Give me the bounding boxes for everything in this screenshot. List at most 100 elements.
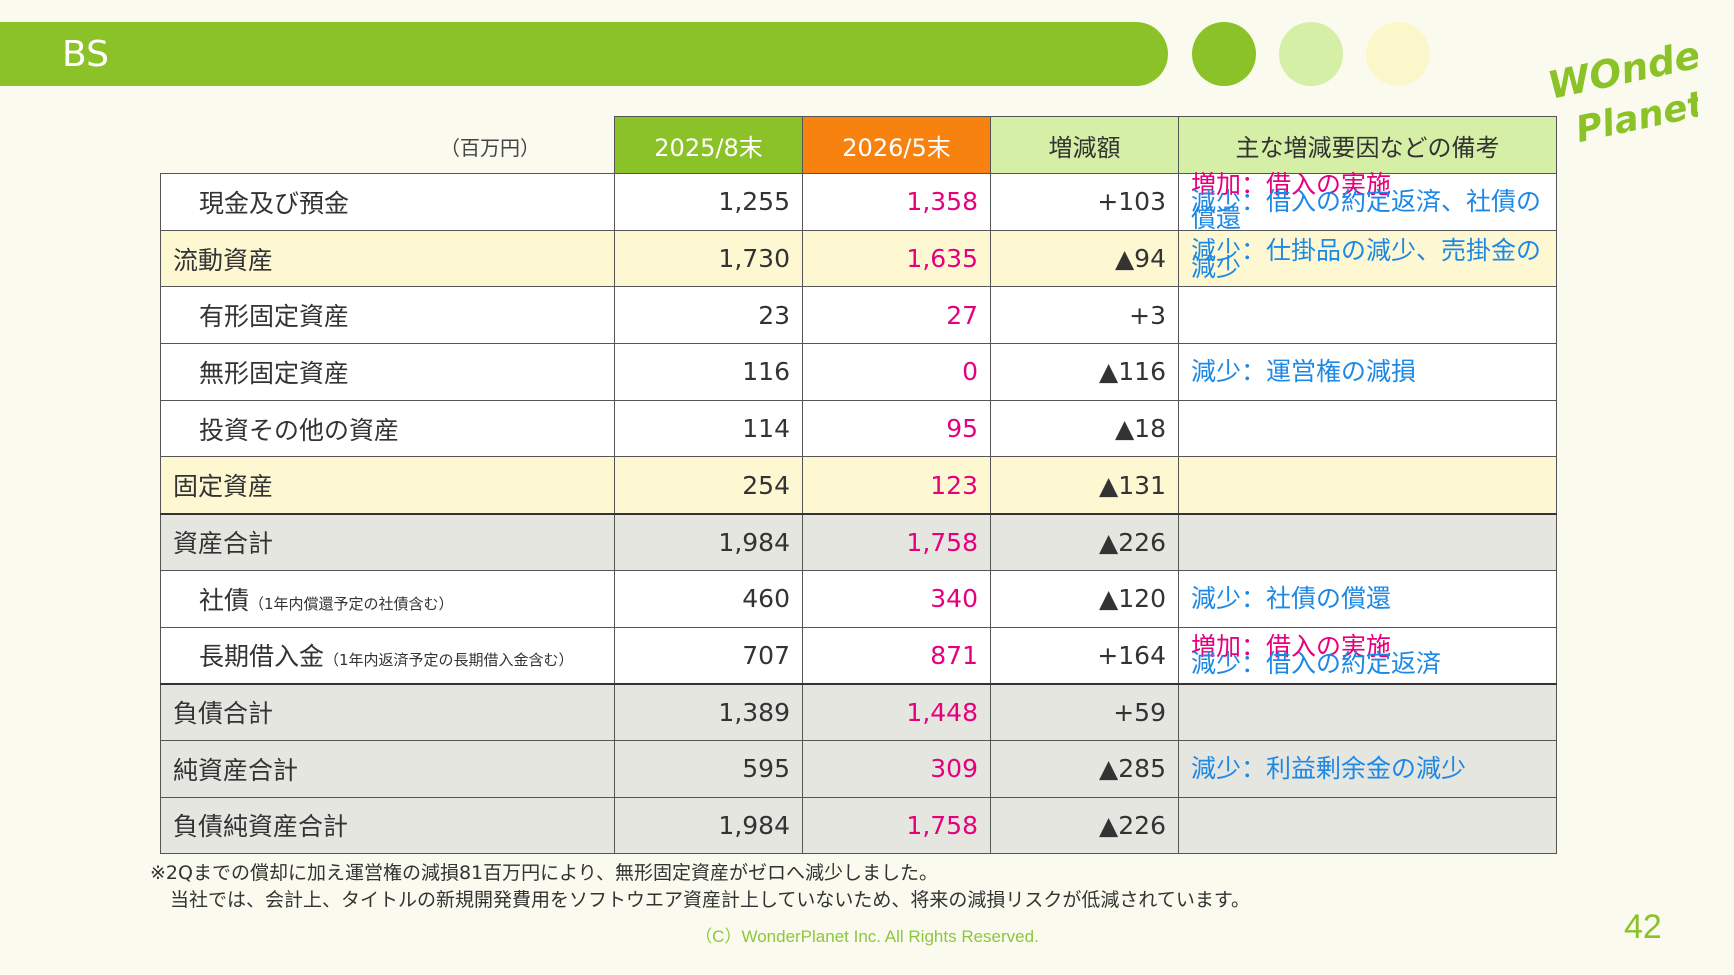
prev-value: 254 xyxy=(614,456,803,515)
row-label: 流動資産 xyxy=(160,229,615,288)
change-value: ▲226 xyxy=(990,796,1179,855)
current-value: 340 xyxy=(802,569,991,628)
row-label-text: 社債 xyxy=(199,585,250,615)
row-label: 負債純資産合計 xyxy=(160,796,615,855)
current-value: 0 xyxy=(802,343,991,401)
page-number: 42 xyxy=(1624,908,1662,946)
table-row: 無形固定資産 116 0 ▲116 減少：運営権の減損 xyxy=(160,343,1557,401)
prev-value: 1,984 xyxy=(614,512,803,571)
page-title: BS xyxy=(62,34,109,75)
current-value: 95 xyxy=(802,399,991,458)
prev-value: 116 xyxy=(614,343,803,401)
table-header-row: 2025/8末 2026/5末 増減額 主な増減要因などの備考 xyxy=(161,116,1557,174)
note-decrease: 減少：利益剰余金の減少 xyxy=(1191,754,1467,784)
note-increase: 増加：借入の実施 xyxy=(1191,632,1392,662)
note-decrease: 減少：運営権の減損 xyxy=(1191,357,1417,387)
table-row: 資産合計 1,984 1,758 ▲226 xyxy=(160,512,1557,571)
current-value: 1,358 xyxy=(802,173,991,231)
wonderplanet-logo: WOnder Planet xyxy=(1548,40,1698,150)
row-note xyxy=(1178,682,1557,741)
footnote-line-2: 当社では、会計上、タイトルの新規開発費用をソフトウエア資産計上していないため、将… xyxy=(170,889,1250,911)
row-label-text: 資産合計 xyxy=(173,529,274,559)
table-body: 現金及び預金 1,255 1,358 +103 増加：借入の実施 減少：借入の約定返済、社… xyxy=(160,172,1557,855)
current-value: 871 xyxy=(802,626,991,685)
row-note: 減少：利益剰余金の減少 xyxy=(1178,739,1557,798)
table-row: 負債純資産合計 1,984 1,758 ▲226 xyxy=(160,796,1557,855)
row-label-text: 投資その他の資産 xyxy=(199,415,400,445)
balance-sheet-table: 2025/8末 2026/5末 増減額 主な増減要因などの備考 現金及び預金 1,… xyxy=(160,116,1557,855)
row-label: 現金及び預金 xyxy=(160,173,615,231)
change-value: ▲18 xyxy=(990,399,1179,458)
change-value: ▲94 xyxy=(990,229,1179,288)
row-note: 増加：借入の実施 減少：借入の約定返済 xyxy=(1178,626,1557,685)
header-notes: 主な増減要因などの備考 xyxy=(1178,116,1557,174)
table-row: 流動資産 1,730 1,635 ▲94 減少：仕掛品の減少、売掛金の減少 xyxy=(160,229,1557,288)
table-row: 負債合計 1,389 1,448 +59 xyxy=(160,682,1557,741)
current-value: 309 xyxy=(802,739,991,798)
current-value: 123 xyxy=(802,456,991,515)
row-label: 資産合計 xyxy=(160,512,615,571)
row-label-text: 長期借入金 xyxy=(199,642,325,672)
table-row: 現金及び預金 1,255 1,358 +103 増加：借入の実施 減少：借入の約定返済、社… xyxy=(160,172,1557,234)
current-value: 1,635 xyxy=(802,229,991,288)
change-value: +3 xyxy=(990,286,1179,345)
table-row: 投資その他の資産 114 95 ▲18 xyxy=(160,399,1557,458)
change-value: ▲120 xyxy=(990,569,1179,628)
change-value: ▲226 xyxy=(990,512,1179,571)
header-change: 増減額 xyxy=(990,116,1179,174)
row-note xyxy=(1178,286,1557,345)
header-prev-period: 2025/8末 xyxy=(614,116,803,174)
change-value: +164 xyxy=(990,626,1179,685)
current-value: 1,758 xyxy=(802,796,991,855)
row-label-text: 現金及び預金 xyxy=(199,188,350,218)
header-blank xyxy=(161,117,615,174)
row-label-text: 負債合計 xyxy=(173,699,274,729)
row-note: 減少：仕掛品の減少、売掛金の減少 xyxy=(1178,229,1557,288)
prev-value: 1,984 xyxy=(614,796,803,855)
row-label-text: 有形固定資産 xyxy=(199,302,350,332)
row-label-text: 固定資産 xyxy=(173,472,274,502)
change-value: ▲116 xyxy=(990,343,1179,401)
table-row: 有形固定資産 23 27 +3 xyxy=(160,286,1557,345)
header-current-period: 2026/5末 xyxy=(802,116,991,174)
note-decrease: 減少：借入の約定返済、社債の償還 xyxy=(1191,187,1542,234)
row-note xyxy=(1178,456,1557,515)
row-label-text: 流動資産 xyxy=(173,245,274,275)
decorative-dot-lightgreen xyxy=(1279,22,1343,86)
change-value: +59 xyxy=(990,682,1179,741)
prev-value: 595 xyxy=(614,739,803,798)
row-label: 無形固定資産 xyxy=(160,343,615,401)
row-label: 有形固定資産 xyxy=(160,286,615,345)
note-decrease: 減少：仕掛品の減少、売掛金の減少 xyxy=(1191,235,1542,282)
footnote-line-1: ※2Qまでの償却に加え運営権の減損81百万円により、無形固定資産がゼロへ減少しま… xyxy=(150,862,939,884)
row-label: 投資その他の資産 xyxy=(160,399,615,458)
row-label-text: 無形固定資産 xyxy=(199,358,350,388)
row-note: 減少：社債の償還 xyxy=(1178,569,1557,628)
prev-value: 114 xyxy=(614,399,803,458)
table-row: 純資産合計 595 309 ▲285 減少：利益剰余金の減少 xyxy=(160,739,1557,798)
row-note xyxy=(1178,512,1557,571)
row-label: 社債（1年内償還予定の社債含む） xyxy=(160,569,615,628)
row-label-note: （1年内償還予定の社債含む） xyxy=(249,594,454,613)
row-label-text: 負債純資産合計 xyxy=(173,812,349,842)
change-value: ▲131 xyxy=(990,456,1179,515)
row-label-text: 純資産合計 xyxy=(173,755,299,785)
change-value: +103 xyxy=(990,173,1179,231)
decorative-dot-green xyxy=(1192,22,1256,86)
copyright: （C）WonderPlanet Inc. All Rights Reserved… xyxy=(695,927,1039,946)
note-decrease: 減少：借入の約定返済 xyxy=(1191,649,1442,679)
note-decrease: 減少：社債の償還 xyxy=(1191,584,1392,614)
table-row: 社債（1年内償還予定の社債含む） 460 340 ▲120 減少：社債の償還 xyxy=(160,569,1557,628)
row-note xyxy=(1178,399,1557,458)
row-label: 純資産合計 xyxy=(160,739,615,798)
current-value: 1,758 xyxy=(802,512,991,571)
title-bar xyxy=(0,22,1168,86)
footnote: ※2Qまでの償却に加え運営権の減損81百万円により、無形固定資産がゼロへ減少しま… xyxy=(150,860,1250,914)
decorative-dot-yellow xyxy=(1366,22,1430,86)
prev-value: 1,730 xyxy=(614,229,803,288)
current-value: 1,448 xyxy=(802,682,991,741)
row-label: 固定資産 xyxy=(160,456,615,515)
prev-value: 1,255 xyxy=(614,173,803,231)
prev-value: 707 xyxy=(614,626,803,685)
row-label-note: （1年内返済予定の長期借入金含む） xyxy=(324,651,574,670)
